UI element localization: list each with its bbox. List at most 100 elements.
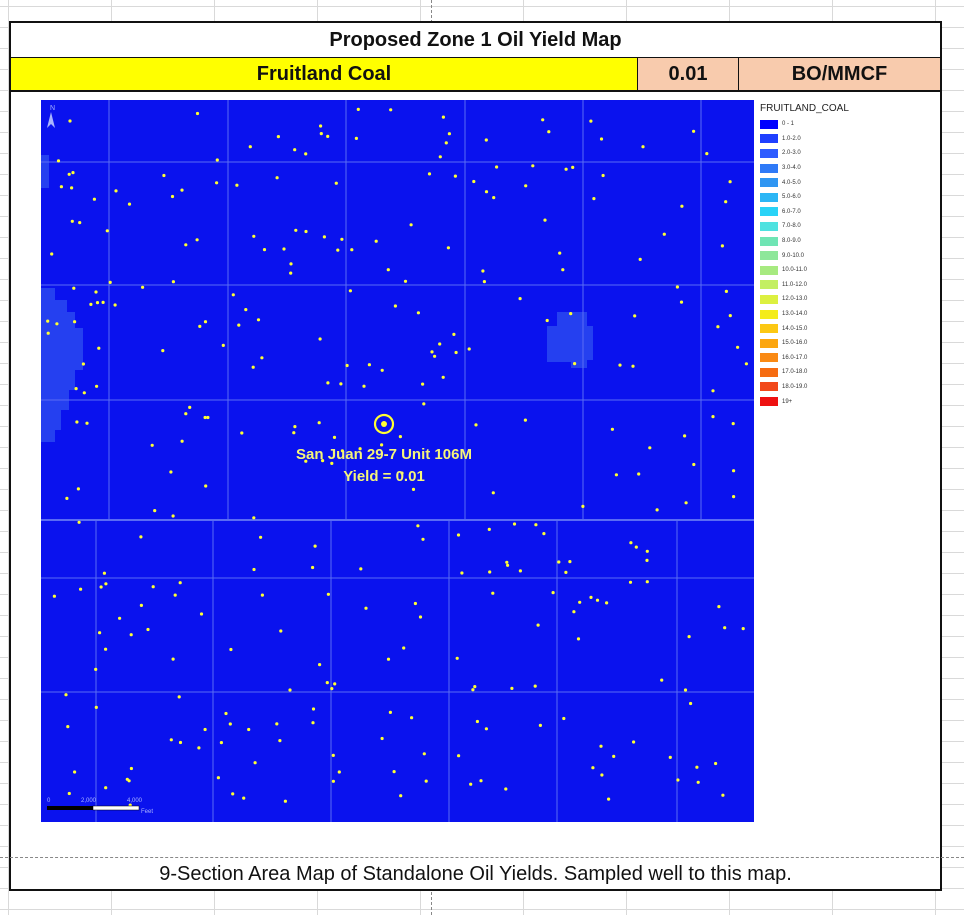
well-point-icon bbox=[89, 302, 93, 306]
well-point-icon bbox=[332, 435, 337, 439]
legend-item: 14.0-15.0 bbox=[760, 321, 890, 336]
well-point-icon bbox=[562, 716, 566, 721]
well-point-icon bbox=[479, 779, 483, 783]
legend-item: 15.0-16.0 bbox=[760, 336, 890, 351]
scale-label-2: 4,000 bbox=[127, 798, 143, 804]
well-point-icon bbox=[576, 637, 581, 641]
well-point-icon bbox=[195, 238, 199, 242]
well-point-icon bbox=[221, 343, 225, 347]
well-point-icon bbox=[317, 421, 321, 425]
map-canvas: N San Juan 29-7 Unit 106M Yield = 0.01 0… bbox=[41, 100, 754, 822]
well-point-icon bbox=[410, 716, 414, 720]
well-point-icon bbox=[716, 325, 720, 329]
well-point-icon bbox=[231, 792, 235, 796]
well-point-icon bbox=[504, 787, 508, 791]
well-point-icon bbox=[203, 415, 207, 420]
legend-item: 11.0-12.0 bbox=[760, 278, 890, 293]
well-point-icon bbox=[696, 780, 700, 784]
well-point-icon bbox=[488, 570, 492, 574]
well-point-icon bbox=[219, 741, 223, 745]
well-point-icon bbox=[591, 766, 595, 770]
well-point-icon bbox=[610, 427, 615, 431]
well-point-icon bbox=[171, 514, 175, 518]
well-point-icon bbox=[453, 174, 457, 178]
well-point-icon bbox=[94, 290, 98, 294]
well-point-icon bbox=[203, 727, 207, 732]
legend-item: 10.0-11.0 bbox=[760, 263, 890, 278]
legend-label: 5.0-6.0 bbox=[782, 194, 801, 201]
legend-swatch bbox=[760, 309, 778, 319]
well-point-icon bbox=[538, 723, 542, 728]
well-point-icon bbox=[177, 695, 181, 699]
well-point-icon bbox=[599, 137, 604, 141]
well-point-icon bbox=[447, 132, 451, 136]
well-point-icon bbox=[568, 560, 572, 564]
oil-yield-map: N San Juan 29-7 Unit 106M Yield = 0.01 0… bbox=[41, 100, 754, 822]
well-point-icon bbox=[94, 667, 98, 672]
well-point-icon bbox=[618, 363, 622, 367]
map-caption[interactable]: 9-Section Area Map of Standalone Oil Yie… bbox=[159, 862, 792, 885]
legend-swatch bbox=[760, 251, 778, 261]
legend-swatch bbox=[760, 353, 778, 363]
yield-value-cell[interactable]: 0.01 bbox=[638, 58, 739, 90]
well-point-icon bbox=[454, 350, 458, 355]
well-point-icon bbox=[150, 443, 154, 447]
well-point-icon bbox=[523, 418, 527, 422]
well-point-icon bbox=[600, 773, 604, 777]
legend-item: 6.0-7.0 bbox=[760, 205, 890, 220]
well-point-icon bbox=[692, 129, 696, 133]
well-point-icon bbox=[162, 173, 166, 178]
well-point-icon bbox=[67, 172, 71, 176]
legend-item: 3.0-4.0 bbox=[760, 161, 890, 176]
legend-label: 3.0-4.0 bbox=[782, 165, 801, 172]
well-point-icon bbox=[572, 610, 576, 614]
well-point-icon bbox=[248, 145, 252, 149]
well-point-icon bbox=[732, 469, 736, 473]
well-point-icon bbox=[141, 285, 145, 289]
well-point-icon bbox=[541, 118, 545, 122]
well-point-icon bbox=[304, 152, 308, 156]
well-point-icon bbox=[77, 520, 81, 524]
well-point-icon bbox=[505, 560, 509, 564]
well-point-icon bbox=[614, 473, 619, 477]
legend-item: 17.0-18.0 bbox=[760, 365, 890, 380]
well-point-icon bbox=[472, 179, 476, 184]
well-point-icon bbox=[173, 593, 177, 597]
well-point-icon bbox=[430, 350, 434, 354]
well-point-icon bbox=[484, 190, 489, 194]
legend-item: 5.0-6.0 bbox=[760, 190, 890, 205]
legend-swatch bbox=[760, 207, 778, 217]
well-point-icon bbox=[279, 629, 283, 633]
well-point-icon bbox=[380, 368, 384, 372]
well-point-icon bbox=[311, 565, 315, 570]
well-point-icon bbox=[206, 415, 210, 420]
well-point-icon bbox=[237, 323, 241, 327]
north-arrow-icon bbox=[47, 112, 55, 128]
well-point-icon bbox=[411, 487, 416, 491]
well-point-icon bbox=[289, 262, 293, 266]
well-point-icon bbox=[325, 681, 329, 685]
sampled-well-dot-icon[interactable] bbox=[381, 421, 387, 427]
legend-items: 0 - 1 1.0-2.0 2.0-3.0 3.0-4.0 4.0-5.0 5.0-6.0… bbox=[760, 117, 890, 409]
page-title: Proposed Zone 1 Oil Yield Map bbox=[11, 23, 940, 58]
well-point-icon bbox=[95, 301, 100, 305]
formation-cell[interactable]: Fruitland Coal bbox=[11, 58, 638, 90]
well-point-icon bbox=[711, 389, 715, 393]
well-point-icon bbox=[599, 744, 603, 748]
well-point-icon bbox=[253, 761, 257, 765]
legend-swatch bbox=[760, 294, 778, 304]
well-points bbox=[46, 107, 749, 807]
well-point-icon bbox=[633, 314, 637, 318]
well-point-icon bbox=[638, 257, 642, 261]
sampled-well-ring-icon[interactable] bbox=[373, 413, 395, 435]
well-point-icon bbox=[104, 647, 108, 651]
legend-label: 17.0-18.0 bbox=[782, 369, 808, 376]
well-point-icon bbox=[354, 136, 358, 140]
well-point-icon bbox=[510, 686, 514, 691]
well-point-icon bbox=[252, 567, 256, 572]
well-point-icon bbox=[409, 223, 413, 227]
well-point-icon bbox=[197, 746, 201, 750]
well-point-icon bbox=[178, 581, 182, 585]
well-point-icon bbox=[260, 593, 264, 597]
yield-unit-cell[interactable]: BO/MMCF bbox=[739, 58, 940, 90]
